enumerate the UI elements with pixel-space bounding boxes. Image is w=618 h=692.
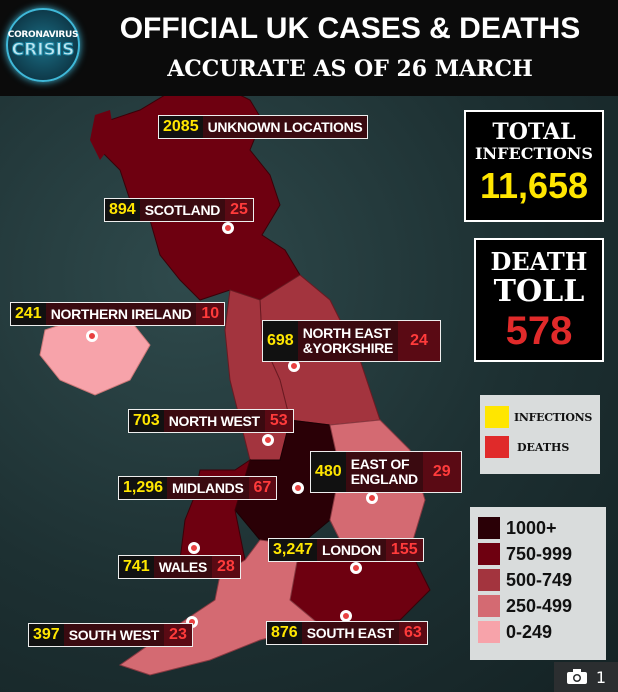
region-name: MIDLANDS — [167, 477, 249, 499]
scale-label: 1000+ — [506, 517, 557, 538]
deaths: 23 — [164, 624, 192, 646]
marker-south-east — [340, 610, 352, 622]
death-label: DEATH — [490, 247, 588, 276]
label-wales: 741 WALES 28 — [118, 555, 241, 579]
scale-label: 250-499 — [506, 595, 573, 616]
scale-swatch — [478, 595, 500, 617]
label-south-west: 397 SOUTH WEST 23 — [28, 623, 193, 647]
deaths: 24 — [398, 321, 440, 361]
label-scotland: 894 SCOTLAND 25 — [104, 198, 254, 222]
deaths: 29 — [422, 452, 461, 492]
legend: INFECTIONS DEATHS — [480, 395, 600, 474]
cases: 894 — [105, 199, 140, 221]
region-name: EAST OF ENGLAND — [345, 452, 423, 492]
scale-label: 500-749 — [506, 569, 573, 590]
total-infections-box: TOTAL INFECTIONS 11,658 — [464, 110, 604, 222]
marker-london — [350, 562, 362, 574]
infections-swatch — [485, 406, 509, 428]
region-name-line1: EAST OF — [350, 455, 410, 472]
camera-icon — [566, 669, 587, 684]
scale-label: 750-999 — [506, 543, 573, 564]
label-london: 3,247 LONDON 155 — [268, 538, 424, 562]
cases: 698 — [263, 321, 298, 361]
marker-midlands — [292, 482, 304, 494]
marker-east-of-england — [366, 492, 378, 504]
deaths-swatch — [485, 436, 509, 458]
legend-infections-label: INFECTIONS — [514, 410, 593, 424]
title: OFFICIAL UK CASES & DEATHS — [119, 12, 581, 45]
deaths: 10 — [196, 303, 225, 325]
deaths: 25 — [225, 199, 253, 221]
label-unknown-locations: 2085 UNKNOWN LOCATIONS — [158, 115, 369, 139]
toll-label: TOLL — [493, 274, 585, 309]
region-northern-ireland — [39, 314, 151, 396]
label-north-west: 703 NORTH WEST 53 — [128, 409, 294, 433]
legend-infections: INFECTIONS — [485, 403, 595, 431]
region-name-line1: NORTH EAST — [302, 324, 391, 341]
region-name: NORTH EAST &YORKSHIRE — [297, 321, 399, 361]
gallery-count: 1 — [595, 667, 607, 687]
cases: 876 — [267, 622, 302, 644]
scale-row: 250-499 — [478, 593, 598, 619]
cases: 703 — [129, 410, 164, 432]
cases: 241 — [11, 303, 46, 325]
cases: 480 — [311, 452, 346, 492]
total-infections-value: 11,658 — [479, 165, 589, 206]
cases: 397 — [29, 624, 64, 646]
region-scotland-islands — [90, 110, 115, 160]
death-toll-value: 578 — [505, 309, 573, 353]
cases: 3,247 — [269, 539, 318, 561]
region-name: NORTHERN IRELAND — [45, 303, 197, 325]
deaths: 67 — [248, 477, 277, 499]
label-north-east-yorkshire: 698 NORTH EAST &YORKSHIRE 24 — [262, 320, 441, 362]
header: CORONAVIRUS CRISIS OFFICIAL UK CASES & D… — [0, 0, 618, 96]
legend-deaths-label: DEATHS — [517, 440, 570, 454]
scale-swatch — [478, 543, 500, 565]
label-east-of-england: 480 EAST OF ENGLAND 29 — [310, 451, 462, 493]
cases: 1,296 — [119, 477, 168, 499]
subtitle: ACCURATE AS OF 26 MARCH — [167, 56, 533, 82]
total-label: TOTAL — [492, 119, 576, 145]
infections-label: INFECTIONS — [475, 144, 593, 163]
marker-scotland — [222, 222, 234, 234]
scale-row: 1000+ — [478, 515, 598, 541]
label-midlands: 1,296 MIDLANDS 67 — [118, 476, 278, 500]
color-scale: 1000+ 750-999 500-749 250-499 0-249 — [470, 507, 606, 660]
scale-label: 0-249 — [506, 621, 553, 642]
scale-row: 750-999 — [478, 541, 598, 567]
label-northern-ireland: 241 NORTHERN IRELAND 10 — [10, 302, 226, 326]
logo-text-top: CORONAVIRUS — [7, 30, 79, 40]
marker-north-west — [262, 434, 274, 446]
region-name: LONDON — [317, 539, 386, 561]
cases: 741 — [119, 556, 154, 578]
coronavirus-crisis-logo: CORONAVIRUS CRISIS — [6, 8, 80, 82]
region-name: SOUTH EAST — [301, 622, 399, 644]
deaths: 63 — [398, 622, 427, 644]
scale-row: 0-249 — [478, 619, 598, 645]
region-name: UNKNOWN LOCATIONS — [202, 116, 368, 138]
region-name-line2: ENGLAND — [350, 471, 418, 487]
marker-northern-ireland — [86, 330, 98, 342]
deaths: 53 — [264, 410, 293, 432]
logo-text-bottom: CRISIS — [11, 40, 75, 61]
region-name: SCOTLAND — [139, 199, 226, 221]
region-name: NORTH WEST — [163, 410, 265, 432]
scale-swatch — [478, 517, 500, 539]
region-name: SOUTH WEST — [63, 624, 165, 646]
region-name-line2: &YORKSHIRE — [302, 340, 394, 356]
scale-swatch — [478, 621, 500, 643]
deaths: 28 — [211, 556, 240, 578]
label-south-east: 876 SOUTH EAST 63 — [266, 621, 428, 645]
scale-row: 500-749 — [478, 567, 598, 593]
cases: 2085 — [159, 116, 203, 138]
death-toll-box: DEATH TOLL 578 — [474, 238, 604, 362]
scale-swatch — [478, 569, 500, 591]
region-name: WALES — [153, 556, 212, 578]
marker-wales — [188, 542, 200, 554]
deaths: 155 — [385, 539, 423, 561]
legend-deaths: DEATHS — [485, 431, 595, 463]
gallery-button[interactable]: 1 — [554, 662, 618, 692]
